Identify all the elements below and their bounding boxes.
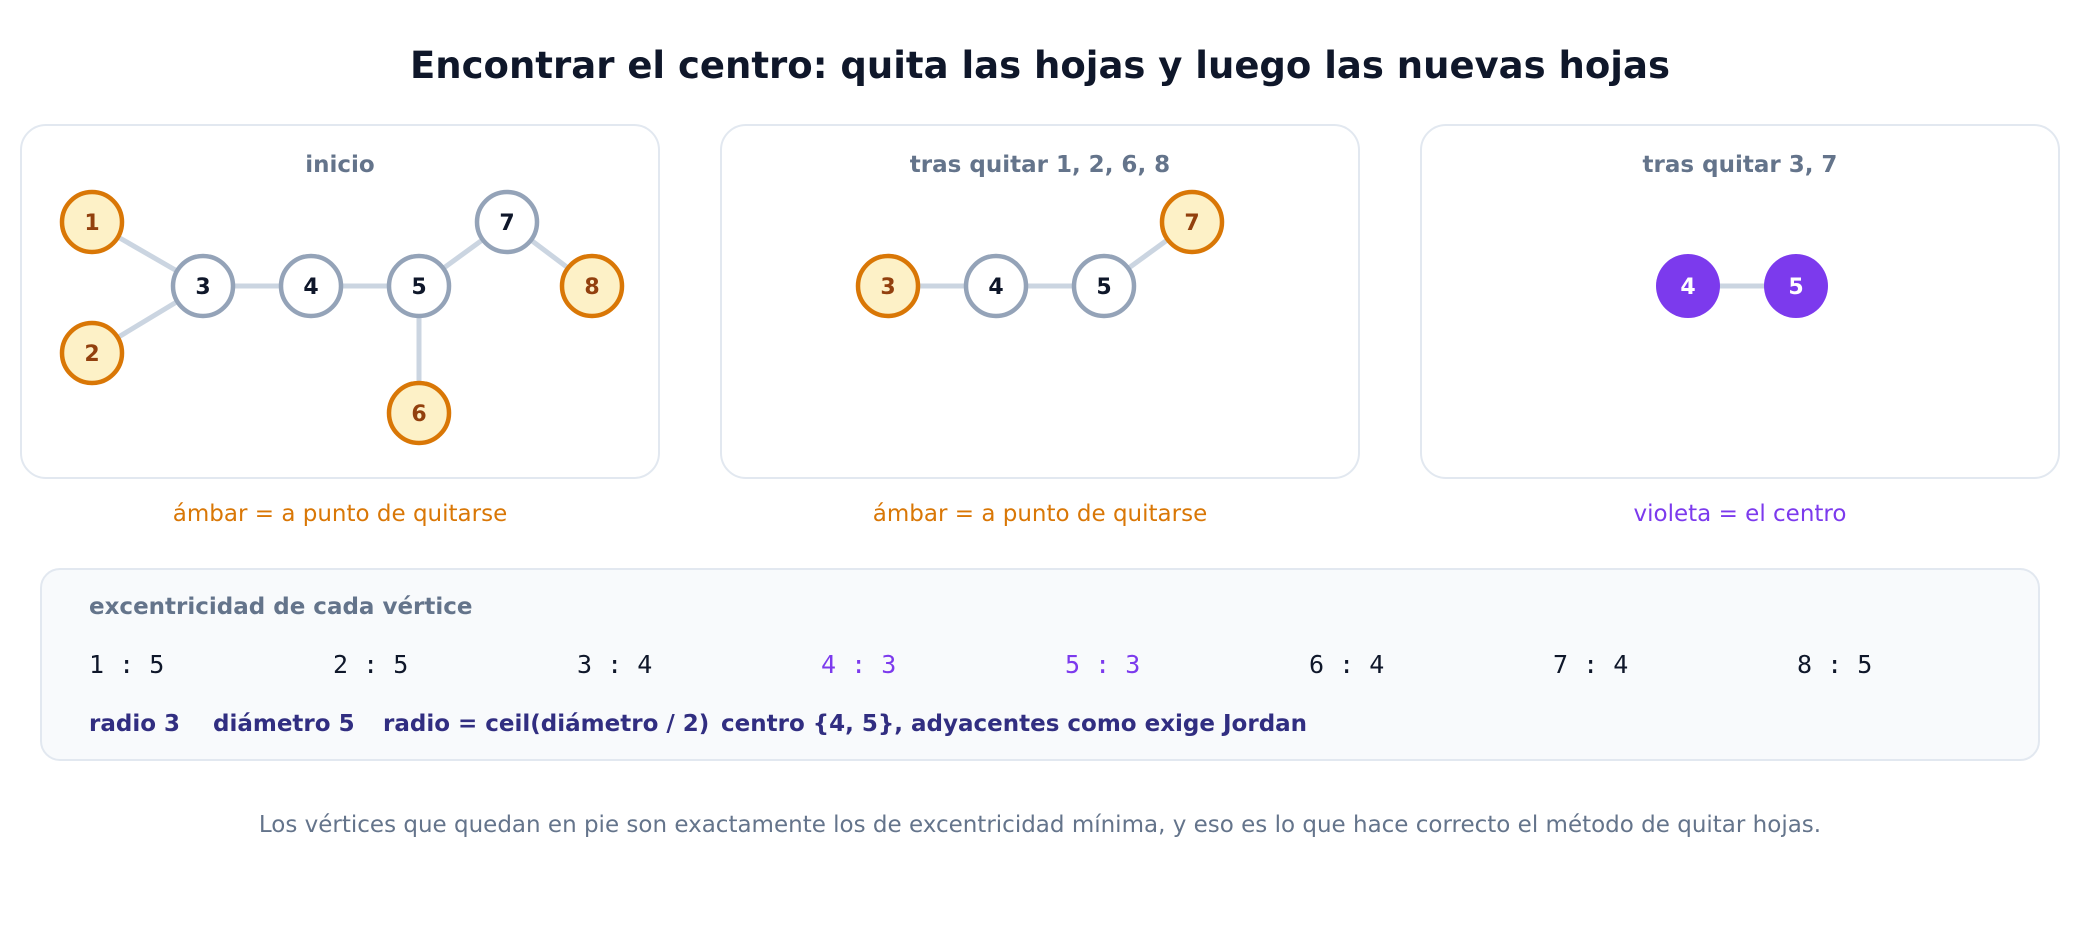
panel-after-first-removal: tras quitar 1, 2, 6, 8 3 4 5 7 [720,124,1360,479]
graph-node-1: 1 [59,189,125,255]
graph-node-3: 3 [170,253,236,319]
graph-node-4: 4 [278,253,344,319]
page-title: Encontrar el centro: quita las hojas y l… [410,44,1670,87]
graph-node-4: 4 [963,253,1029,319]
graph-node-7: 7 [1159,189,1225,255]
node-label: 3 [195,275,210,300]
graph-node-2: 2 [59,320,125,386]
graph-node-4: 4 [1656,254,1720,318]
center-stat: centro {4, 5}, adyacentes como exige Jor… [721,711,1308,737]
eccentricity-item: 8 : 5 [1797,650,1873,679]
eccentricity-item: 5 : 3 [1065,650,1141,679]
graph-node-8: 8 [559,253,625,319]
node-label: 5 [1788,275,1803,300]
eccentricity-item: 4 : 3 [821,650,897,679]
node-label: 4 [303,275,318,300]
node-label: 7 [499,211,514,236]
node-label: 7 [1184,211,1199,236]
eccentricity-item: 7 : 4 [1553,650,1629,679]
graph-node-7: 7 [474,189,540,255]
node-label: 1 [84,211,99,236]
diameter-stat: diámetro 5 [213,711,355,737]
panel-title: tras quitar 1, 2, 6, 8 [909,152,1171,178]
node-label: 3 [880,275,895,300]
footer-note: Los vértices que quedan en pie son exact… [258,812,1822,838]
eccentricity-item: 2 : 5 [333,650,409,679]
graph-node-5: 5 [1071,253,1137,319]
panel-title: inicio [305,152,375,178]
eccentricity-title: excentricidad de cada vértice [89,594,473,620]
legend-caption: ámbar = a punto de quitarse [872,501,1208,527]
legend-caption: ámbar = a punto de quitarse [172,501,508,527]
graph-node-3: 3 [855,253,921,319]
node-label: 4 [1680,275,1695,300]
node-label: 8 [584,275,599,300]
graph-node-5: 5 [386,253,452,319]
node-label: 5 [1096,275,1111,300]
node-label: 5 [411,275,426,300]
panel-inicio: inicio 1 2 3 4 5 6 7 8 [20,124,660,479]
eccentricity-item: 3 : 4 [577,650,653,679]
legend-caption: violeta = el centro [1633,501,1847,527]
eccentricity-item: 1 : 5 [89,650,165,679]
eccentricity-box: excentricidad de cada vértice 1 : 5 2 : … [40,568,2040,761]
graph-node-5: 5 [1764,254,1828,318]
eccentricity-item: 6 : 4 [1309,650,1385,679]
tree-graph: 1 2 3 4 5 6 7 8 [59,189,625,446]
graph-node-6: 6 [386,380,452,446]
radius-stat: radio 3 [89,711,181,737]
node-label: 6 [411,402,426,427]
tree-graph: 3 4 5 7 [855,189,1225,319]
radius-formula: radio = ceil(diámetro / 2) [383,711,710,737]
panel-title: tras quitar 3, 7 [1642,152,1838,178]
node-label: 2 [84,342,99,367]
node-label: 4 [988,275,1003,300]
